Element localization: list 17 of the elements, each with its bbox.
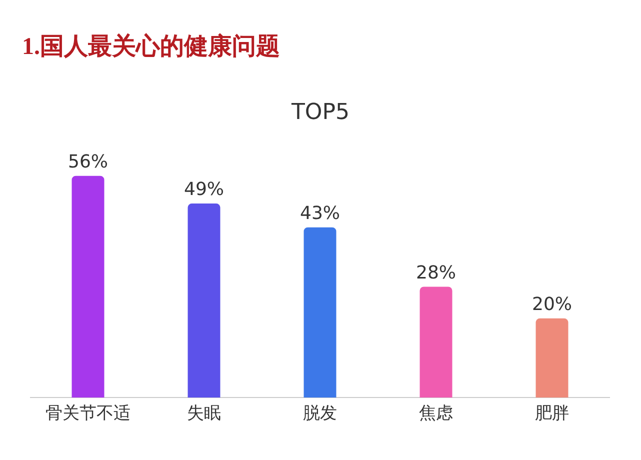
bar: [304, 227, 336, 398]
bar: [420, 286, 452, 398]
bar: [536, 318, 568, 398]
data-label: 56%: [68, 152, 108, 173]
data-label: 20%: [532, 294, 572, 316]
x-tick-label: 肥胖: [535, 403, 569, 422]
chart-subtitle: TOP5: [290, 100, 351, 125]
x-tick-label: 骨关节不适: [46, 403, 130, 422]
chart-title: 1.国人最关心的健康问题: [22, 32, 280, 62]
data-label: 28%: [416, 262, 456, 284]
x-tick-label: 焦虑: [419, 403, 453, 422]
bar: [72, 176, 104, 398]
bar: [188, 204, 220, 398]
x-tick-label: 失眠: [187, 403, 221, 422]
data-label: 43%: [300, 202, 340, 224]
x-tick-label: 脱发: [303, 403, 337, 422]
data-label: 49%: [184, 179, 224, 200]
